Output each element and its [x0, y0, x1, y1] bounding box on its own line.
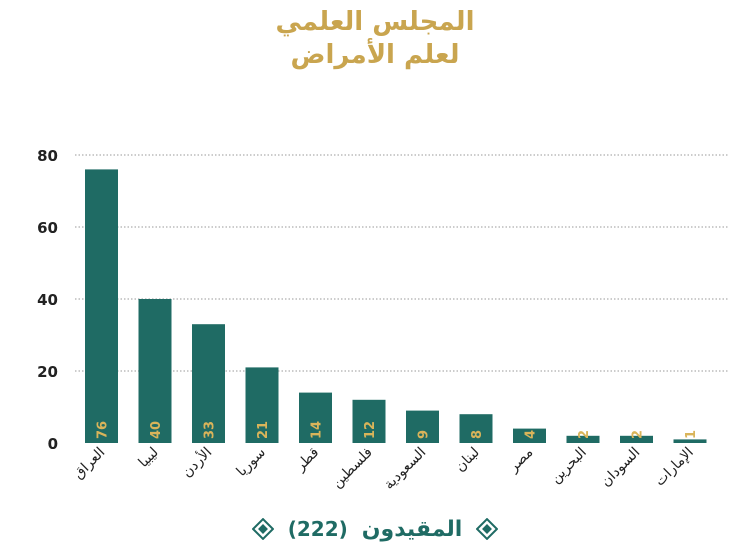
x-tick-label: قطر	[292, 445, 322, 475]
data-label: 33	[203, 421, 218, 439]
bar	[406, 410, 439, 443]
bar-chart: 02040608076العراق40ليبيا33الأردن21سوريا1…	[37, 147, 728, 493]
bar	[299, 392, 332, 443]
chart-title: المجلس العلمي لعلم الأمراض	[0, 6, 750, 72]
bar	[566, 435, 600, 443]
legend-label: المقيدون	[361, 516, 463, 542]
data-label: 12	[363, 421, 378, 439]
diamond-marker-icon	[251, 518, 274, 540]
data-label: 76	[96, 421, 111, 439]
x-tick-label: الإمارات	[652, 445, 697, 490]
x-tick-label: السعودية	[381, 445, 429, 493]
y-tick-label: 80	[37, 147, 58, 165]
x-tick-label: لبنان	[452, 445, 483, 476]
x-tick-label: السودان	[598, 445, 643, 490]
y-tick-label: 0	[48, 435, 58, 453]
x-tick-label: ليبيا	[136, 445, 162, 471]
y-tick-label: 40	[37, 291, 58, 309]
diamond-marker-icon	[476, 518, 499, 540]
legend: (222) المقيدون	[0, 512, 750, 546]
bar	[620, 435, 653, 443]
chart-title-line-2: لعلم الأمراض	[290, 40, 460, 70]
data-label: 4	[524, 430, 539, 439]
bar	[192, 324, 225, 443]
bar	[459, 414, 493, 443]
data-label: 2	[577, 430, 592, 439]
x-tick-label: سوريا	[234, 445, 269, 480]
chart-title-line-1: المجلس العلمي	[275, 7, 475, 37]
data-label: 21	[256, 421, 271, 439]
data-label: 40	[149, 421, 164, 439]
legend-count: (222)	[287, 517, 348, 541]
bar	[85, 169, 118, 443]
x-tick-label: مصر	[505, 445, 536, 476]
bar	[673, 439, 707, 443]
x-tick-label: الأردن	[178, 443, 216, 481]
x-tick-label: العراق	[71, 445, 109, 483]
data-label: 8	[470, 430, 485, 439]
x-tick-label: البحرين	[548, 445, 590, 487]
data-label: 14	[310, 421, 325, 439]
x-tick-label: فلسطين	[329, 445, 376, 492]
bar	[138, 299, 172, 443]
data-label: 1	[684, 430, 699, 439]
y-tick-label: 60	[37, 219, 58, 237]
data-label: 2	[631, 430, 646, 439]
y-tick-label: 20	[37, 363, 58, 381]
bar	[352, 399, 386, 443]
bar	[245, 367, 279, 443]
data-label: 9	[417, 430, 432, 439]
bar	[513, 428, 546, 443]
